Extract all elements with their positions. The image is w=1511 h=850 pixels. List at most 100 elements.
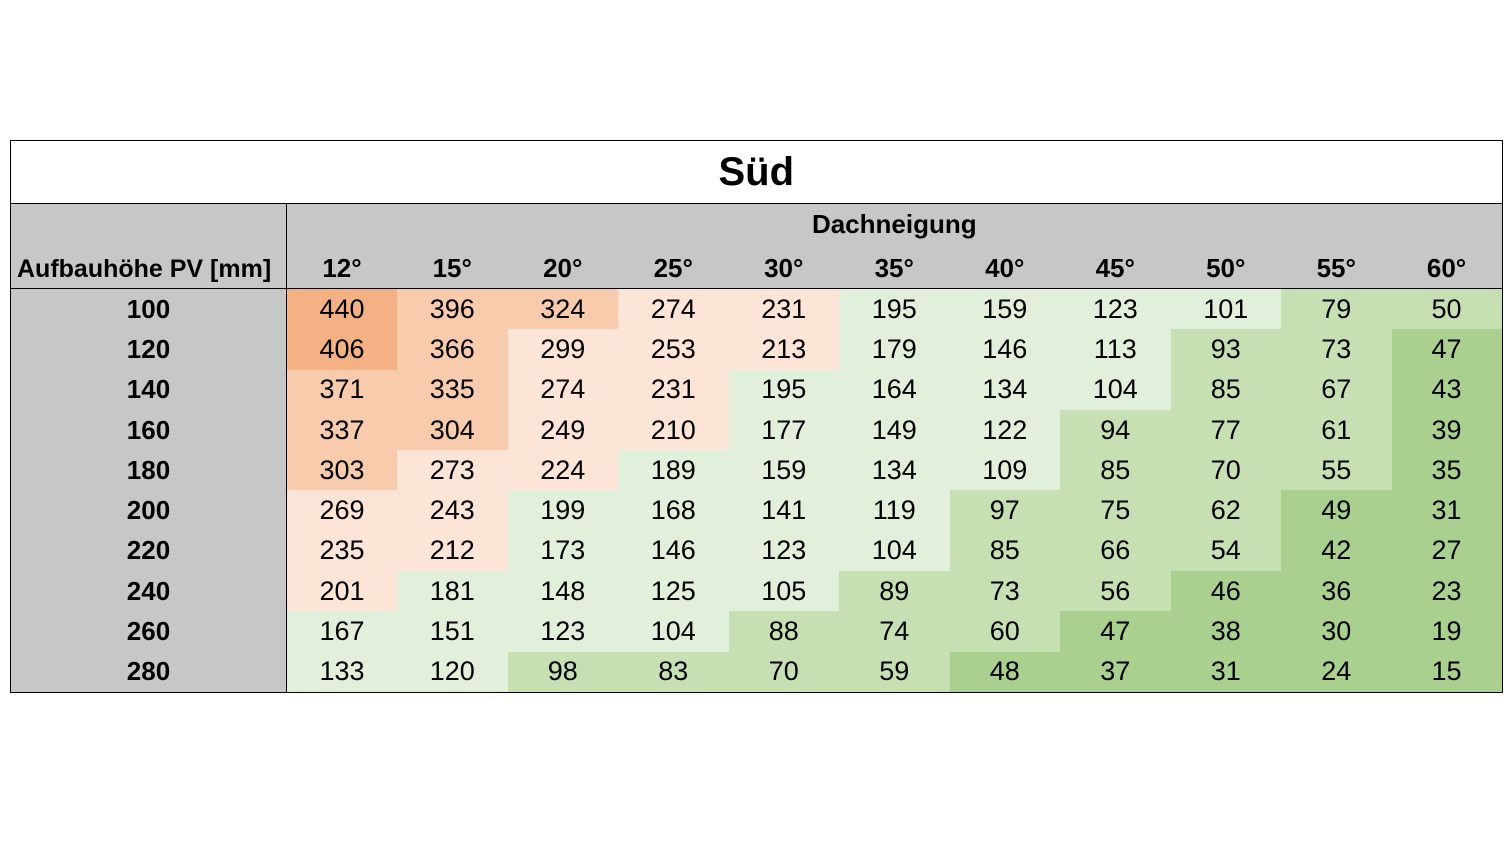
column-header: 55° xyxy=(1281,244,1392,289)
table-row: 260 167 151 123 104 88 74 60 47 38 30 19 xyxy=(10,611,1503,652)
heatmap-cell: 47 xyxy=(1060,611,1171,652)
column-header: 60° xyxy=(1391,244,1503,289)
row-header: 280 xyxy=(10,651,287,693)
heatmap-cell: 273 xyxy=(397,450,508,491)
heatmap-cell: 60 xyxy=(949,611,1060,652)
heatmap-cell: 274 xyxy=(507,369,618,410)
heatmap-cell: 47 xyxy=(1391,329,1503,370)
heatmap-cell: 146 xyxy=(618,530,729,572)
heatmap-cell: 179 xyxy=(839,329,950,370)
heatmap-cell: 159 xyxy=(728,450,839,491)
heatmap-cell: 75 xyxy=(1060,490,1171,531)
row-axis-label: Aufbauhöhe PV [mm] xyxy=(10,203,287,289)
heatmap-cell: 23 xyxy=(1391,571,1503,612)
heatmap-cell: 98 xyxy=(507,651,618,693)
heatmap-cell: 303 xyxy=(286,450,397,491)
heatmap-cell: 27 xyxy=(1391,530,1503,572)
table-row: 140 371 335 274 231 195 164 134 104 85 67 43 xyxy=(10,369,1503,410)
row-header: 260 xyxy=(10,611,287,652)
heatmap-cell: 70 xyxy=(1170,450,1281,491)
heatmap-cell: 85 xyxy=(1060,450,1171,491)
heatmap-cell: 149 xyxy=(839,409,950,451)
column-header: 20° xyxy=(507,244,618,289)
heatmap-cell: 59 xyxy=(839,651,950,693)
table-row: 120 406 366 299 253 213 179 146 113 93 73 47 xyxy=(10,329,1503,370)
heatmap-cell: 134 xyxy=(839,450,950,491)
table-row: 240 201 181 148 125 105 89 73 56 46 36 23 xyxy=(10,571,1503,612)
heatmap-cell: 148 xyxy=(507,571,618,612)
heatmap-cell: 335 xyxy=(397,369,508,410)
heatmap-cell: 141 xyxy=(728,490,839,531)
heatmap-cell: 189 xyxy=(618,450,729,491)
heatmap-cell: 37 xyxy=(1060,651,1171,693)
heatmap-cell: 49 xyxy=(1281,490,1392,531)
heatmap-cell: 151 xyxy=(397,611,508,652)
table-row: 180 303 273 224 189 159 134 109 85 70 55 35 xyxy=(10,450,1503,491)
heatmap-cell: 396 xyxy=(397,288,508,330)
heatmap-cell: 36 xyxy=(1281,571,1392,612)
table-row: 160 337 304 249 210 177 149 122 94 77 61 39 xyxy=(10,409,1503,451)
table-row: 200 269 243 199 168 141 119 97 75 62 49 31 xyxy=(10,490,1503,531)
heatmap-cell: 67 xyxy=(1281,369,1392,410)
heatmap-cell: 224 xyxy=(507,450,618,491)
column-header: 15° xyxy=(397,244,508,289)
heatmap-cell: 120 xyxy=(397,651,508,693)
heatmap-cell: 213 xyxy=(728,329,839,370)
heatmap-cell: 48 xyxy=(949,651,1060,693)
column-header: 45° xyxy=(1060,244,1171,289)
row-header: 240 xyxy=(10,571,287,612)
heatmap-cell: 85 xyxy=(1170,369,1281,410)
heatmap-cell: 125 xyxy=(618,571,729,612)
heatmap-cell: 168 xyxy=(618,490,729,531)
heatmap-cell: 269 xyxy=(286,490,397,531)
heatmap-cell: 253 xyxy=(618,329,729,370)
heatmap-cell: 109 xyxy=(949,450,1060,491)
heatmap-cell: 123 xyxy=(507,611,618,652)
heatmap-cell: 42 xyxy=(1281,530,1392,572)
column-header: 12° xyxy=(286,244,397,289)
heatmap-cell: 73 xyxy=(949,571,1060,612)
heatmap-cell: 15 xyxy=(1391,651,1503,693)
row-header: 100 xyxy=(10,288,287,330)
column-header: 40° xyxy=(949,244,1060,289)
row-header: 180 xyxy=(10,450,287,491)
heatmap-cell: 210 xyxy=(618,409,729,451)
heatmap-cell: 195 xyxy=(839,288,950,330)
heatmap-cell: 93 xyxy=(1170,329,1281,370)
table-row: 280 133 120 98 83 70 59 48 37 31 24 15 xyxy=(10,651,1503,693)
heatmap-cell: 181 xyxy=(397,571,508,612)
heatmap-cell: 337 xyxy=(286,409,397,451)
heatmap-cell: 50 xyxy=(1391,288,1503,330)
heatmap-cell: 19 xyxy=(1391,611,1503,652)
heatmap-cell: 177 xyxy=(728,409,839,451)
heatmap-cell: 39 xyxy=(1391,409,1503,451)
heatmap-cell: 89 xyxy=(839,571,950,612)
heatmap-cell: 195 xyxy=(728,369,839,410)
column-header: 50° xyxy=(1170,244,1281,289)
heatmap-cell: 43 xyxy=(1391,369,1503,410)
heatmap-cell: 38 xyxy=(1170,611,1281,652)
heatmap-cell: 235 xyxy=(286,530,397,572)
heatmap-cell: 97 xyxy=(949,490,1060,531)
heatmap-cell: 299 xyxy=(507,329,618,370)
heatmap-cell: 243 xyxy=(397,490,508,531)
heatmap-cell: 199 xyxy=(507,490,618,531)
heatmap-cell: 119 xyxy=(839,490,950,531)
heatmap-cell: 123 xyxy=(1060,288,1171,330)
table-row: 100 440 396 324 274 231 195 159 123 101 79 50 xyxy=(10,288,1503,330)
heatmap-cell: 88 xyxy=(728,611,839,652)
heatmap-cell: 94 xyxy=(1060,409,1171,451)
heatmap-cell: 73 xyxy=(1281,329,1392,370)
heatmap-cell: 274 xyxy=(618,288,729,330)
heatmap-cell: 231 xyxy=(618,369,729,410)
heatmap-cell: 31 xyxy=(1391,490,1503,531)
row-header: 160 xyxy=(10,409,287,451)
heatmap-cell: 324 xyxy=(507,288,618,330)
heatmap-cell: 66 xyxy=(1060,530,1171,572)
heatmap-cell: 79 xyxy=(1281,288,1392,330)
heatmap-cell: 104 xyxy=(1060,369,1171,410)
heatmap-cell: 173 xyxy=(507,530,618,572)
heatmap-cell: 105 xyxy=(728,571,839,612)
heatmap-table: Süd Aufbauhöhe PV [mm] Dachneigung 12° 15… xyxy=(10,140,1503,693)
heatmap-cell: 77 xyxy=(1170,409,1281,451)
